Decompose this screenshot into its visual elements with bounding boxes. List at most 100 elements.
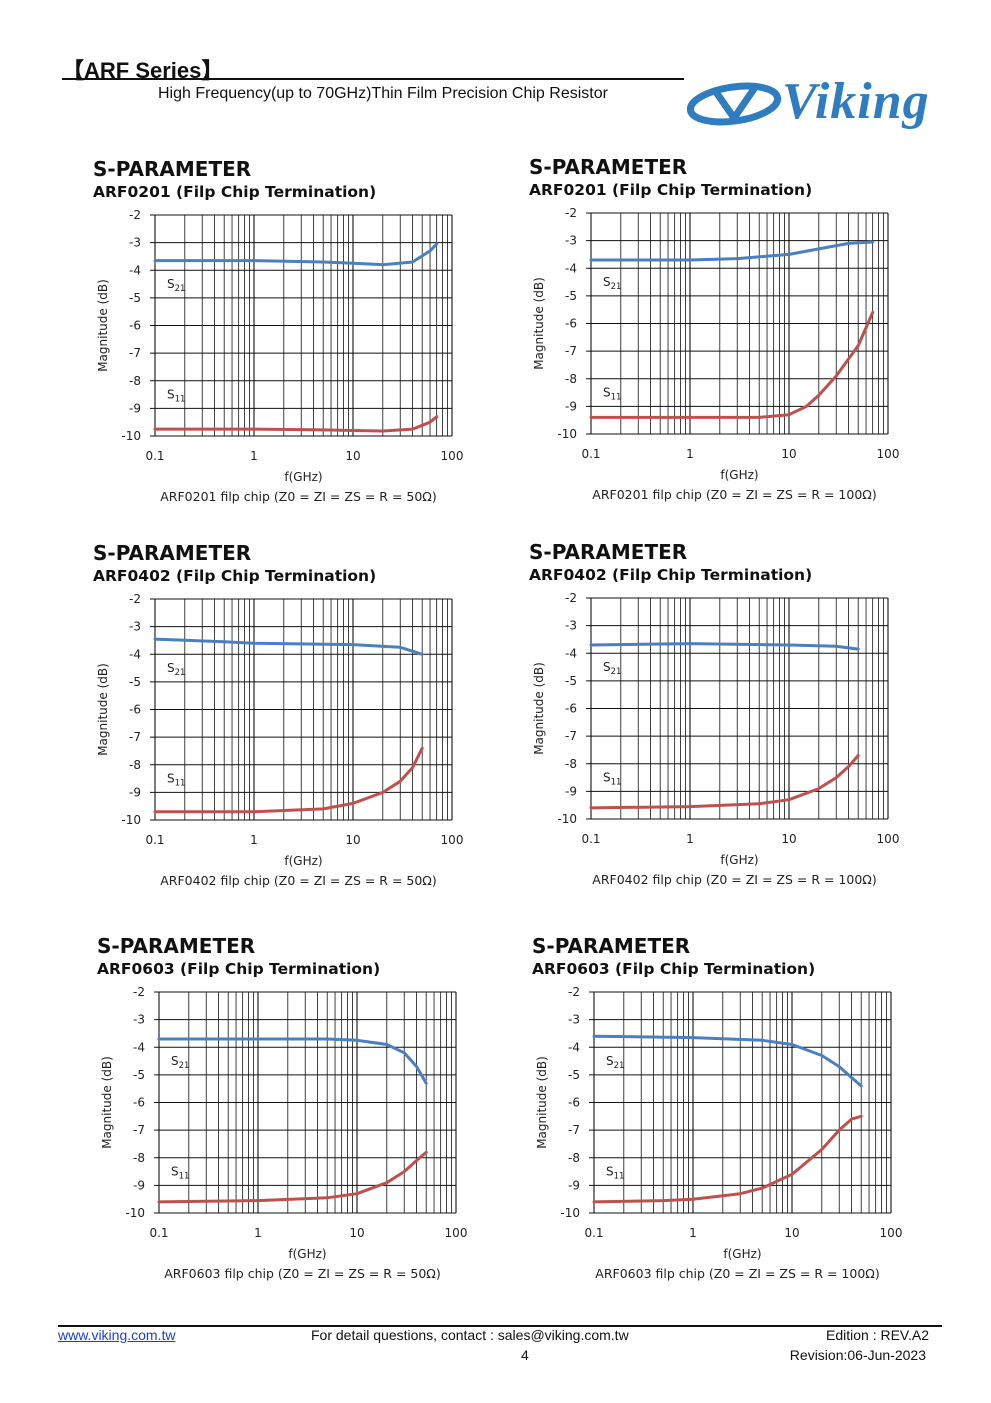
series-label-s11: S11: [603, 386, 621, 403]
s-parameter-chart: -2 -3 -4 -5 -6 -7 -8 -9 -10 0.1 1 10 100 f(GHz) Magnit…: [100, 985, 467, 1281]
chart-caption: ARF0201 filp chip (Z0 = ZI = ZS = R = 10…: [592, 487, 876, 502]
y-tick-label: -4: [129, 263, 141, 277]
chart-caption: ARF0603 filp chip (Z0 = ZI = ZS = R = 10…: [595, 1266, 879, 1281]
series-line-s21: [153, 637, 424, 656]
x-tick-label: 10: [345, 833, 360, 847]
website-link[interactable]: www.viking.com.tw: [58, 1327, 176, 1343]
contact-text: For detail questions, contact : sales@vi…: [311, 1327, 629, 1343]
y-tick-label: -2: [565, 206, 577, 220]
section-title: S-PARAMETER: [532, 934, 691, 958]
series-label-s21: S21: [603, 275, 621, 292]
x-axis-label: f(GHz): [723, 1247, 761, 1261]
s-parameter-chart: -2 -3 -4 -5 -6 -7 -8 -9 -10 0.1 1 10 100 f(GHz) Magnit…: [96, 208, 464, 504]
series-line-s11: [589, 754, 860, 810]
y-tick-label: -4: [565, 261, 577, 275]
section-title: S-PARAMETER: [93, 541, 252, 565]
y-tick-label: -8: [129, 758, 141, 772]
x-tick-label: 10: [784, 1226, 799, 1240]
y-tick-label: -5: [129, 675, 141, 689]
y-tick-label: -8: [568, 1151, 580, 1165]
y-tick-label: -4: [129, 647, 141, 661]
chart-title: ARF0402 (Filp Chip Termination): [93, 567, 377, 585]
series-line-s11: [153, 746, 424, 814]
y-tick-label: -7: [129, 730, 141, 744]
x-tick-label: 10: [349, 1226, 364, 1240]
series-line-s11: [592, 1114, 863, 1204]
chart-title: ARF0603 (Filp Chip Termination): [532, 960, 816, 978]
x-tick-label: 1: [250, 833, 258, 847]
chart-panel: S-PARAMETER ARF0201 (Filp Chip Terminati…: [93, 157, 533, 517]
y-tick-label: -2: [129, 208, 141, 222]
series-title: 【ARF Series】: [62, 58, 224, 83]
y-tick-label: -2: [129, 592, 141, 606]
y-tick-label: -10: [560, 1206, 580, 1220]
series-line-s21: [153, 242, 439, 267]
s-parameter-chart: -2 -3 -4 -5 -6 -7 -8 -9 -10 0.1 1 10 100 f(GHz) Magnit…: [532, 591, 900, 887]
x-tick-label: 0.1: [149, 1226, 168, 1240]
y-tick-label: -3: [565, 619, 577, 633]
y-tick-label: -4: [133, 1040, 145, 1054]
y-tick-label: -10: [121, 813, 141, 827]
y-axis-label: Magnitude (dB): [532, 662, 546, 755]
series-line-s21: [592, 1034, 863, 1088]
y-tick-label: -10: [557, 427, 577, 441]
y-tick-label: -7: [129, 346, 141, 360]
chart-title: ARF0402 (Filp Chip Termination): [529, 566, 813, 584]
product-subtitle: High Frequency(up to 70GHz)Thin Film Pre…: [158, 85, 608, 102]
series-line-s21: [589, 642, 860, 651]
chart-caption: ARF0402 filp chip (Z0 = ZI = ZS = R = 50…: [160, 873, 436, 888]
series-label-s21: S21: [167, 661, 185, 678]
y-axis-label: Magnitude (dB): [532, 277, 546, 370]
chart-caption: ARF0201 filp chip (Z0 = ZI = ZS = R = 50…: [160, 489, 436, 504]
y-tick-label: -9: [129, 785, 141, 799]
series-line-s11: [589, 310, 875, 419]
edition-text: Edition : REV.A2: [826, 1327, 929, 1343]
x-axis-label: f(GHz): [284, 854, 322, 868]
y-tick-label: -4: [568, 1040, 580, 1054]
chart-caption: ARF0603 filp chip (Z0 = ZI = ZS = R = 50…: [164, 1266, 440, 1281]
series-label-s11: S11: [606, 1165, 624, 1182]
logo-swoosh-icon: [686, 82, 782, 126]
x-tick-label: 0.1: [145, 449, 164, 463]
x-tick-label: 100: [877, 832, 900, 846]
x-tick-label: 0.1: [581, 832, 600, 846]
y-tick-label: -5: [565, 674, 577, 688]
x-tick-label: 1: [686, 832, 694, 846]
series-label-s21: S21: [171, 1054, 189, 1071]
y-tick-label: -3: [565, 234, 577, 248]
chart-panel: S-PARAMETER ARF0402 (Filp Chip Terminati…: [529, 540, 969, 900]
x-tick-label: 10: [781, 832, 796, 846]
y-tick-label: -6: [129, 703, 141, 717]
chart-panel: S-PARAMETER ARF0402 (Filp Chip Terminati…: [93, 541, 533, 901]
y-tick-label: -8: [565, 757, 577, 771]
x-tick-label: 100: [441, 449, 464, 463]
x-tick-label: 1: [250, 449, 258, 463]
s-parameter-chart: -2 -3 -4 -5 -6 -7 -8 -9 -10 0.1 1 10 100 f(GHz) Magnit…: [96, 592, 463, 888]
y-tick-label: -9: [129, 401, 141, 415]
s-parameter-chart: -2 -3 -4 -5 -6 -7 -8 -9 -10 0.1 1 10 100 f(GHz) Magnit…: [535, 985, 902, 1281]
chart-title: ARF0201 (Filp Chip Termination): [93, 183, 377, 201]
y-tick-label: -7: [133, 1123, 145, 1137]
section-title: S-PARAMETER: [529, 155, 688, 179]
y-tick-label: -3: [129, 620, 141, 634]
y-tick-label: -2: [568, 985, 580, 999]
x-axis-label: f(GHz): [720, 853, 758, 867]
y-axis-label: Magnitude (dB): [96, 279, 110, 372]
y-tick-label: -5: [133, 1068, 145, 1082]
series-line-s21: [589, 240, 875, 262]
section-title: S-PARAMETER: [529, 540, 688, 564]
x-tick-label: 10: [781, 447, 796, 461]
x-tick-label: 100: [877, 447, 900, 461]
chart-title: ARF0603 (Filp Chip Termination): [97, 960, 381, 978]
y-axis-label: Magnitude (dB): [96, 663, 110, 756]
series-line-s11: [153, 415, 439, 433]
series-label-s21: S21: [606, 1054, 624, 1071]
logo-wordmark: Viking: [782, 73, 930, 130]
y-tick-label: -5: [129, 291, 141, 305]
chart-caption: ARF0402 filp chip (Z0 = ZI = ZS = R = 10…: [592, 872, 876, 887]
series-line-s11: [157, 1150, 428, 1204]
x-tick-label: 1: [689, 1226, 697, 1240]
page-number: 4: [521, 1347, 529, 1363]
y-tick-label: -6: [565, 317, 577, 331]
y-tick-label: -5: [565, 289, 577, 303]
